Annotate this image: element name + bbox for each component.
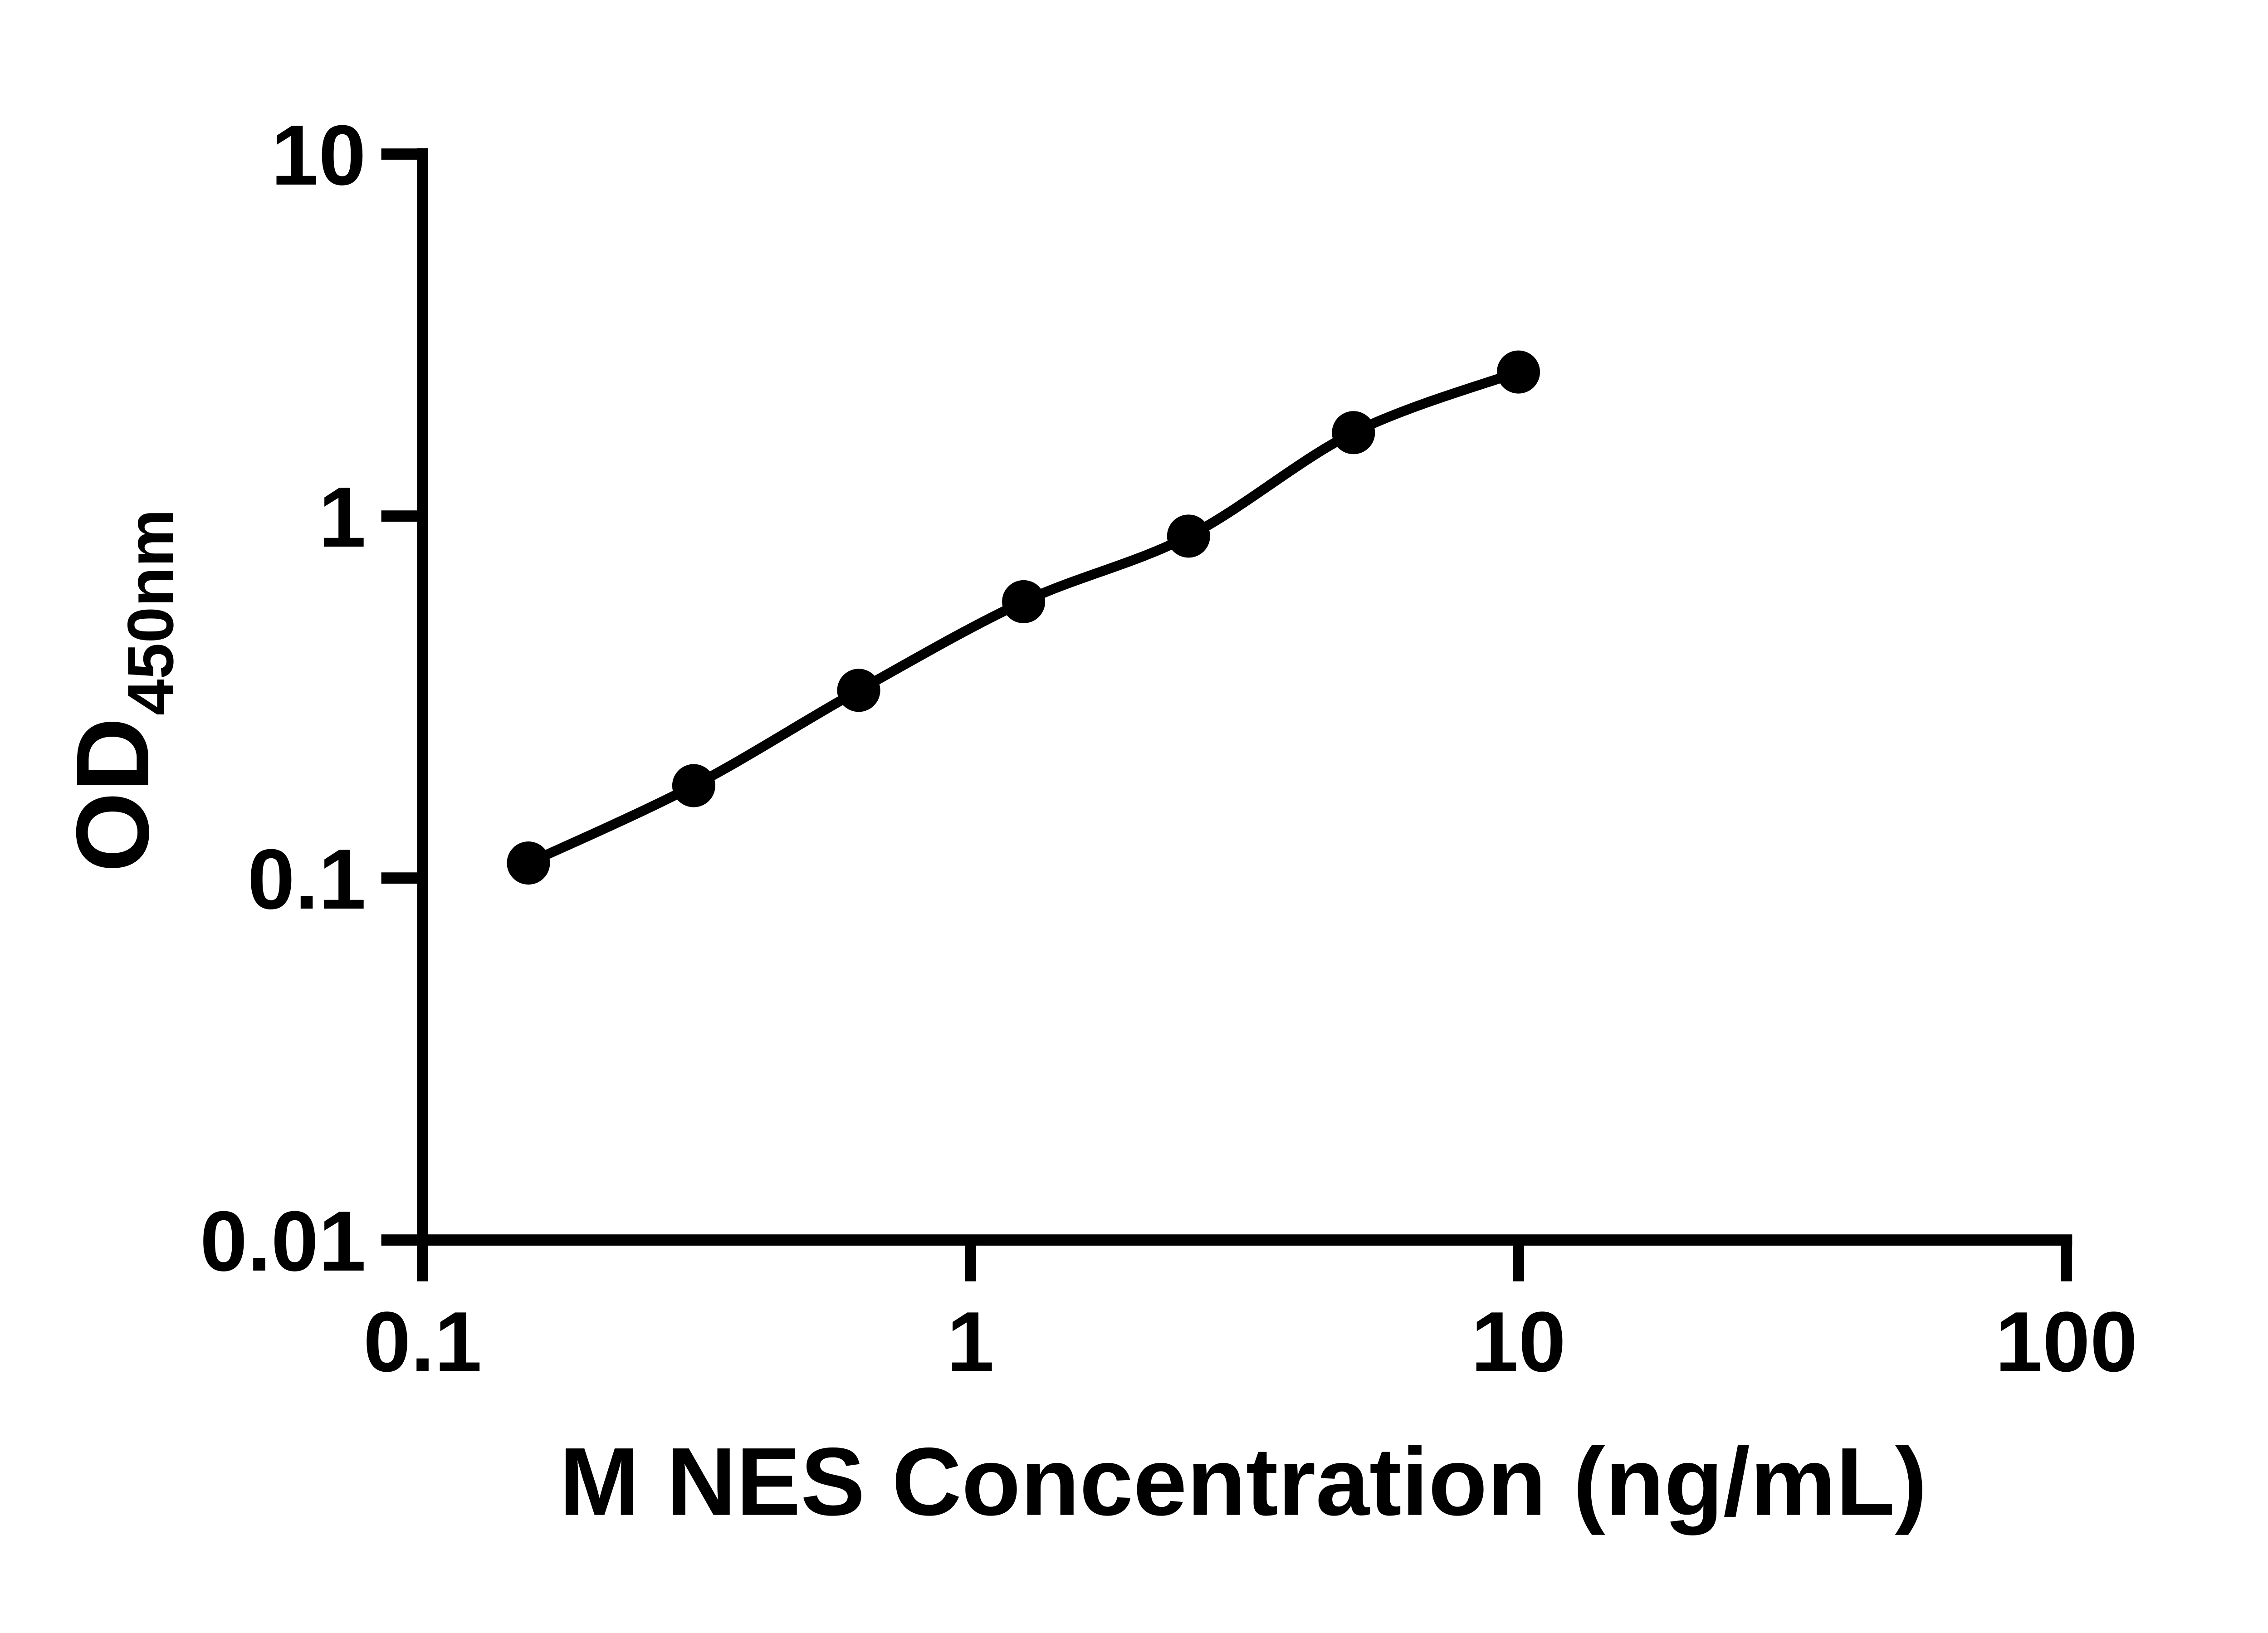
y-tick-label: 0.01 [200, 1193, 366, 1289]
y-axis-title-main: OD [55, 718, 171, 873]
y-tick-label: 1 [318, 469, 366, 565]
axis-ticks [381, 148, 2072, 1281]
data-point-marker [507, 841, 550, 885]
y-axis-title: OD 450nm [55, 509, 187, 872]
y-tick-label: 0.1 [247, 831, 366, 927]
data-point-marker [672, 764, 715, 807]
x-tick-label: 0.1 [363, 1294, 482, 1389]
y-axis-title-subscript: 450nm [114, 509, 187, 715]
data-points [507, 350, 1540, 885]
y-tick-labels: 10 1 0.1 0.01 [200, 108, 366, 1289]
data-point-marker [1167, 514, 1210, 558]
x-tick-labels: 0.1 1 10 100 [363, 1294, 2137, 1389]
axes [416, 148, 2072, 1246]
x-tick-label: 100 [1995, 1294, 2138, 1389]
x-tick-label: 1 [947, 1294, 994, 1389]
data-point-marker [1497, 350, 1540, 394]
x-axis-title: M NES Concentration (ng/mL) [559, 1428, 1927, 1536]
data-point-marker [1332, 411, 1375, 455]
y-tick-label: 10 [271, 108, 366, 203]
data-point-marker [837, 669, 880, 712]
x-tick-label: 10 [1471, 1294, 1566, 1389]
data-point-marker [1002, 580, 1046, 623]
